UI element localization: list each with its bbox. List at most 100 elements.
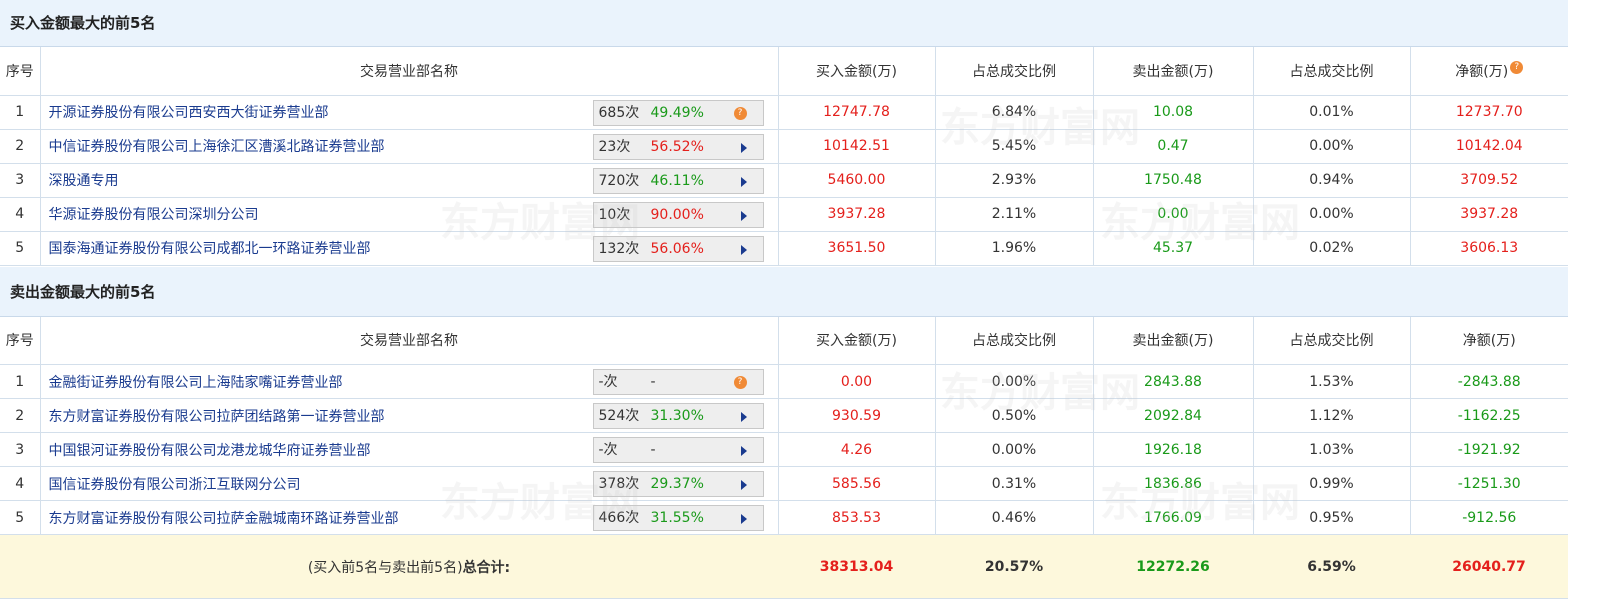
broker-name-link[interactable]: 华源证券股份有限公司深圳分公司 (49, 207, 259, 223)
arrow-right-icon[interactable] (741, 177, 747, 187)
row-buy-pct: 0.00% (935, 433, 1093, 467)
row-seq: 2 (0, 399, 40, 433)
row-sell-pct: 0.99% (1253, 467, 1410, 501)
table-header: 序号 交易营业部名称 买入金额(万) 占总成交比例 卖出金额(万) 占总成交比例… (0, 317, 1568, 365)
row-name-cell: 中国银河证券股份有限公司龙港龙城华府证券营业部 -次- (40, 433, 778, 467)
row-buy-pct: 0.46% (935, 501, 1093, 535)
arrow-right-icon[interactable] (741, 245, 747, 255)
broker-name-link[interactable]: 东方财富证券股份有限公司拉萨团结路第一证券营业部 (49, 409, 385, 425)
broker-name-link[interactable]: 金融街证券股份有限公司上海陆家嘴证券营业部 (49, 375, 343, 391)
row-seq: 5 (0, 501, 40, 535)
row-buy: 585.56 (778, 467, 935, 501)
header-buy: 买入金额(万) (778, 47, 935, 95)
header-buy: 买入金额(万) (778, 317, 935, 365)
row-name-cell: 金融街证券股份有限公司上海陆家嘴证券营业部 -次-? (40, 365, 778, 399)
question-icon[interactable]: ? (734, 376, 747, 389)
broker-name-link[interactable]: 东方财富证券股份有限公司拉萨金融城南环路证券营业部 (49, 511, 399, 527)
row-seq: 5 (0, 231, 40, 265)
arrow-right-icon[interactable] (741, 514, 747, 524)
header-name: 交易营业部名称 (40, 47, 778, 95)
header-sell: 卖出金额(万) (1093, 47, 1253, 95)
row-seq: 1 (0, 365, 40, 399)
arrow-right-icon[interactable] (741, 211, 747, 221)
header-sell: 卖出金额(万) (1093, 317, 1253, 365)
trade-count: 466次 (599, 506, 651, 530)
sell-section-title: 卖出金额最大的前5名 (0, 267, 1568, 317)
broker-name-link[interactable]: 国泰海通证券股份有限公司成都北一环路证券营业部 (49, 241, 371, 257)
row-buy: 5460.00 (778, 163, 935, 197)
question-icon[interactable]: ? (734, 107, 747, 120)
broker-name-link[interactable]: 中国银河证券股份有限公司龙港龙城华府证券营业部 (49, 443, 371, 459)
broker-name-link[interactable]: 中信证券股份有限公司上海徐汇区漕溪北路证券营业部 (49, 139, 385, 155)
row-net: 12737.70 (1410, 95, 1568, 129)
row-sell-pct: 1.12% (1253, 399, 1410, 433)
total-sell: 12272.26 (1093, 535, 1253, 599)
win-rate: - (651, 438, 656, 462)
trade-count: 378次 (599, 472, 651, 496)
total-buy: 38313.04 (778, 535, 935, 599)
row-sell-pct: 0.01% (1253, 95, 1410, 129)
row-seq: 4 (0, 467, 40, 501)
row-buy: 12747.78 (778, 95, 935, 129)
win-rate: 31.55% (651, 506, 704, 530)
row-sell: 1766.09 (1093, 501, 1253, 535)
row-buy-pct: 0.31% (935, 467, 1093, 501)
header-buy-pct: 占总成交比例 (935, 47, 1093, 95)
broker-name-link[interactable]: 深股通专用 (49, 173, 119, 189)
row-seq: 1 (0, 95, 40, 129)
trade-count: 685次 (599, 101, 651, 125)
row-buy-pct: 2.11% (935, 197, 1093, 231)
row-net: 3606.13 (1410, 231, 1568, 265)
broker-name-link[interactable]: 开源证券股份有限公司西安西大街证券营业部 (49, 105, 329, 121)
sell-table: 序号 交易营业部名称 买入金额(万) 占总成交比例 卖出金额(万) 占总成交比例… (0, 317, 1568, 599)
arrow-right-icon[interactable] (741, 143, 747, 153)
header-sell-pct: 占总成交比例 (1253, 47, 1410, 95)
trade-count: 720次 (599, 169, 651, 193)
header-seq: 序号 (0, 47, 40, 95)
total-sell-pct: 6.59% (1253, 535, 1410, 599)
win-rate: 29.37% (651, 472, 704, 496)
broker-stats-button[interactable]: -次- (593, 437, 764, 463)
row-buy: 10142.51 (778, 129, 935, 163)
row-buy: 4.26 (778, 433, 935, 467)
broker-name-link[interactable]: 国信证券股份有限公司浙江互联网分公司 (49, 477, 301, 493)
row-sell-pct: 0.00% (1253, 129, 1410, 163)
row-sell: 1926.18 (1093, 433, 1253, 467)
header-net: 净额(万) (1410, 317, 1568, 365)
header-seq: 序号 (0, 317, 40, 365)
trade-count: -次 (599, 438, 651, 462)
arrow-right-icon[interactable] (741, 480, 747, 490)
row-sell-pct: 1.03% (1253, 433, 1410, 467)
arrow-right-icon[interactable] (741, 446, 747, 456)
broker-stats-button[interactable]: -次-? (593, 369, 764, 395)
row-seq: 2 (0, 129, 40, 163)
arrow-right-icon[interactable] (741, 412, 747, 422)
question-icon[interactable]: ? (1510, 61, 1523, 74)
row-buy-pct: 5.45% (935, 129, 1093, 163)
win-rate: 46.11% (651, 169, 704, 193)
trade-count: 23次 (599, 135, 651, 159)
sell-section: 卖出金额最大的前5名 序号 交易营业部名称 买入金额(万) 占总成交比例 卖出金… (0, 267, 1616, 599)
row-sell: 1750.48 (1093, 163, 1253, 197)
row-buy-pct: 6.84% (935, 95, 1093, 129)
total-label-prefix: (买入前5名与卖出前5名) (308, 560, 463, 576)
header-sell-pct: 占总成交比例 (1253, 317, 1410, 365)
row-buy: 3651.50 (778, 231, 935, 265)
row-buy-pct: 0.00% (935, 365, 1093, 399)
row-net: 10142.04 (1410, 129, 1568, 163)
